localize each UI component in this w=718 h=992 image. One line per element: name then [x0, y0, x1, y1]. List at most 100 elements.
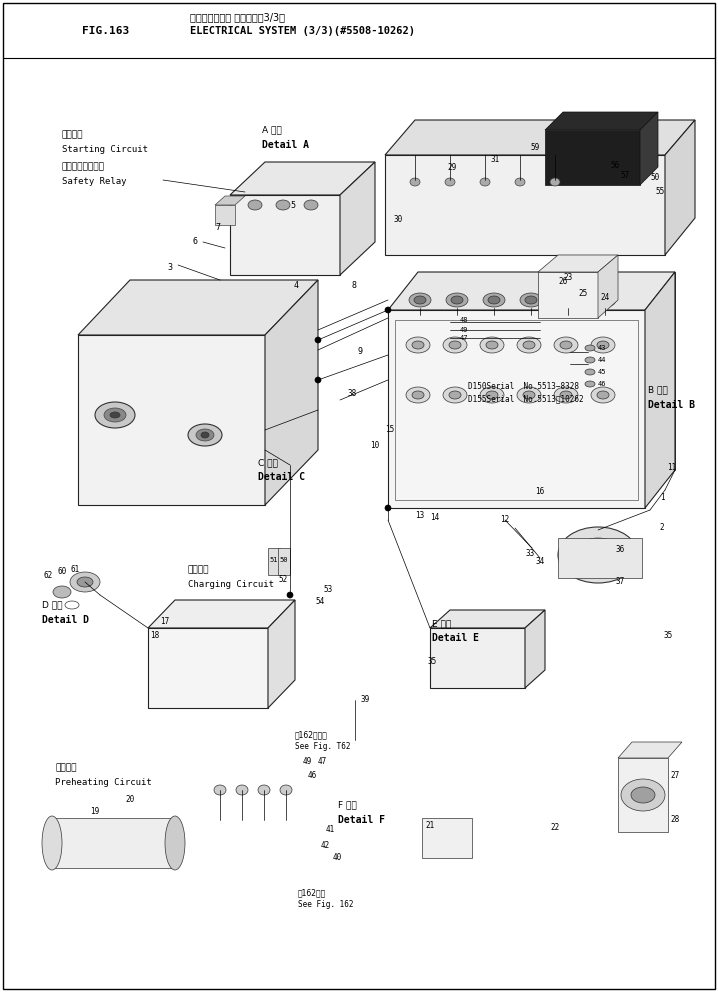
- Text: D150Serial  No.5513−8328: D150Serial No.5513−8328: [468, 382, 579, 391]
- Polygon shape: [148, 600, 295, 628]
- Text: 25: 25: [579, 289, 587, 298]
- Polygon shape: [78, 280, 318, 335]
- Ellipse shape: [558, 527, 638, 583]
- Ellipse shape: [449, 391, 461, 399]
- Ellipse shape: [591, 337, 615, 353]
- Text: 47: 47: [460, 335, 469, 341]
- Ellipse shape: [409, 293, 431, 307]
- Polygon shape: [215, 196, 245, 205]
- Text: 1: 1: [660, 493, 664, 503]
- Text: E 詳細: E 詳細: [432, 619, 451, 629]
- Ellipse shape: [304, 200, 318, 210]
- Ellipse shape: [188, 424, 222, 446]
- Text: ELECTRICAL SYSTEM (3/3)(#5508-10262): ELECTRICAL SYSTEM (3/3)(#5508-10262): [190, 26, 415, 36]
- Ellipse shape: [523, 341, 535, 349]
- Ellipse shape: [385, 505, 391, 511]
- Ellipse shape: [554, 387, 578, 403]
- Text: 7: 7: [215, 223, 220, 232]
- Ellipse shape: [315, 377, 321, 383]
- Ellipse shape: [517, 387, 541, 403]
- Text: 11: 11: [667, 463, 676, 472]
- Ellipse shape: [53, 586, 71, 598]
- Ellipse shape: [287, 592, 293, 598]
- Ellipse shape: [446, 293, 468, 307]
- Ellipse shape: [631, 787, 655, 803]
- Text: 55: 55: [656, 187, 665, 196]
- Text: 21: 21: [425, 820, 434, 829]
- Ellipse shape: [486, 391, 498, 399]
- Text: 60: 60: [57, 567, 67, 576]
- Ellipse shape: [480, 178, 490, 186]
- Polygon shape: [618, 742, 682, 758]
- Polygon shape: [538, 272, 598, 318]
- Polygon shape: [278, 548, 290, 575]
- Polygon shape: [215, 205, 235, 225]
- Text: 13: 13: [416, 511, 424, 520]
- Ellipse shape: [597, 391, 609, 399]
- Ellipse shape: [523, 391, 535, 399]
- Text: 15: 15: [386, 426, 395, 434]
- Text: 予熱回路: 予熱回路: [55, 763, 77, 772]
- Text: 34: 34: [536, 558, 545, 566]
- Polygon shape: [665, 120, 695, 255]
- Text: Detail F: Detail F: [338, 815, 385, 825]
- Text: 38: 38: [348, 389, 357, 398]
- Text: 20: 20: [126, 796, 135, 805]
- Text: B 詳細: B 詳細: [648, 385, 668, 394]
- Ellipse shape: [585, 357, 595, 363]
- Text: 43: 43: [598, 345, 607, 351]
- Text: 59: 59: [531, 144, 540, 153]
- Ellipse shape: [480, 337, 504, 353]
- Text: Detail A: Detail A: [262, 140, 309, 150]
- Ellipse shape: [315, 337, 321, 343]
- Ellipse shape: [550, 178, 560, 186]
- Text: 51: 51: [270, 557, 279, 563]
- Ellipse shape: [414, 296, 426, 304]
- Text: 18: 18: [150, 631, 159, 640]
- Text: 19: 19: [90, 807, 100, 816]
- Ellipse shape: [451, 296, 463, 304]
- Text: 47: 47: [317, 758, 327, 767]
- Text: 48: 48: [460, 317, 469, 323]
- Ellipse shape: [110, 412, 120, 418]
- Ellipse shape: [560, 391, 572, 399]
- Text: Starting Circuit: Starting Circuit: [62, 145, 148, 154]
- Text: 42: 42: [320, 840, 330, 849]
- Text: FIG.163: FIG.163: [82, 26, 129, 36]
- Text: Safety Relay: Safety Relay: [62, 177, 126, 186]
- Text: 37: 37: [615, 577, 625, 586]
- Ellipse shape: [515, 178, 525, 186]
- Text: See Fig. 162: See Fig. 162: [298, 900, 353, 909]
- Text: 充電回路: 充電回路: [188, 565, 210, 574]
- Text: 24: 24: [600, 294, 610, 303]
- Polygon shape: [265, 280, 318, 505]
- Ellipse shape: [258, 785, 270, 795]
- Polygon shape: [430, 610, 545, 628]
- Ellipse shape: [276, 200, 290, 210]
- Ellipse shape: [525, 296, 537, 304]
- Text: Preheating Circuit: Preheating Circuit: [55, 778, 151, 787]
- Ellipse shape: [591, 387, 615, 403]
- Ellipse shape: [449, 341, 461, 349]
- Text: A 詳細: A 詳細: [262, 125, 281, 134]
- Text: 30: 30: [393, 215, 403, 224]
- Ellipse shape: [486, 341, 498, 349]
- Polygon shape: [388, 272, 675, 310]
- Polygon shape: [230, 162, 375, 195]
- Polygon shape: [598, 255, 618, 318]
- Ellipse shape: [586, 547, 610, 563]
- Polygon shape: [558, 538, 642, 578]
- Ellipse shape: [594, 293, 616, 307]
- Polygon shape: [640, 112, 658, 185]
- Ellipse shape: [597, 341, 609, 349]
- Ellipse shape: [557, 293, 579, 307]
- Text: 57: 57: [620, 171, 630, 180]
- Ellipse shape: [483, 293, 505, 307]
- Text: 62: 62: [43, 570, 52, 579]
- Polygon shape: [230, 195, 340, 275]
- Ellipse shape: [280, 785, 292, 795]
- Polygon shape: [148, 628, 268, 708]
- Text: 5: 5: [291, 200, 296, 209]
- Text: 54: 54: [315, 597, 325, 606]
- Text: Detail B: Detail B: [648, 400, 695, 410]
